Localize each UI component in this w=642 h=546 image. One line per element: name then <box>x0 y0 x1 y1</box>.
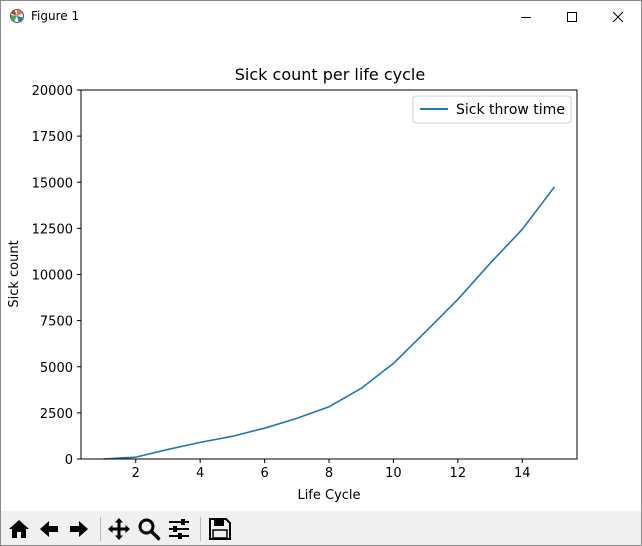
home-icon <box>9 520 29 538</box>
close-icon <box>612 11 624 22</box>
x-tick-label: 8 <box>325 466 333 481</box>
legend-label: Sick throw time <box>456 102 565 118</box>
forward-button[interactable] <box>65 515 93 543</box>
y-tick-label: 10000 <box>32 269 73 284</box>
maximize-button[interactable] <box>549 1 595 32</box>
x-tick-label: 10 <box>385 466 402 481</box>
matplotlib-icon <box>10 9 24 23</box>
x-tick-label: 2 <box>132 466 140 481</box>
pan-button[interactable] <box>105 515 133 543</box>
back-arrow-icon <box>40 521 58 537</box>
zoom-icon <box>138 518 161 541</box>
minimize-button[interactable] <box>503 1 549 32</box>
y-tick-label: 12500 <box>32 222 73 237</box>
save-button[interactable] <box>206 515 234 543</box>
y-tick-label: 17500 <box>32 130 73 145</box>
x-tick-label: 6 <box>260 466 268 481</box>
y-tick-label: 15000 <box>32 176 73 191</box>
minimize-icon <box>521 16 531 18</box>
x-tick-label: 12 <box>450 466 467 481</box>
legend: Sick throw time <box>412 95 572 124</box>
maximize-icon <box>567 11 577 22</box>
close-button[interactable] <box>595 1 641 32</box>
y-axis-label: Sick count <box>7 240 22 307</box>
y-tick-label: 5000 <box>40 361 73 376</box>
forward-arrow-icon <box>70 521 88 537</box>
y-tick-label: 2500 <box>40 407 73 422</box>
y-tick-label: 7500 <box>40 315 73 330</box>
x-tick-label: 14 <box>514 466 531 481</box>
home-button[interactable] <box>5 515 33 543</box>
x-tick-label: 4 <box>196 466 204 481</box>
axes-frame <box>80 89 578 460</box>
configure-subplots-icon <box>169 519 189 539</box>
x-axis-label: Life Cycle <box>297 488 360 503</box>
legend-box <box>412 95 572 124</box>
toolbar-separator <box>100 517 101 541</box>
line-chart: Sick count per life cycle 2 4 6 8 10 12 14 0 250… <box>7 65 578 503</box>
figure-canvas[interactable]: Sick count per life cycle 2 4 6 8 10 12 14 0 250… <box>1 32 641 511</box>
zoom-button[interactable] <box>135 515 163 543</box>
toolbar-separator <box>200 517 201 541</box>
title-bar[interactable]: Figure 1 <box>1 1 641 32</box>
back-button[interactable] <box>35 515 63 543</box>
series-line <box>103 186 556 460</box>
configure-subplots-button[interactable] <box>165 515 193 543</box>
save-icon <box>209 518 231 540</box>
navigation-toolbar <box>1 511 641 545</box>
chart-title: Sick count per life cycle <box>235 65 425 84</box>
window-title: Figure 1 <box>31 9 80 23</box>
pan-icon <box>108 518 130 540</box>
y-tick-label: 20000 <box>32 84 73 99</box>
y-tick-label: 0 <box>65 453 73 468</box>
